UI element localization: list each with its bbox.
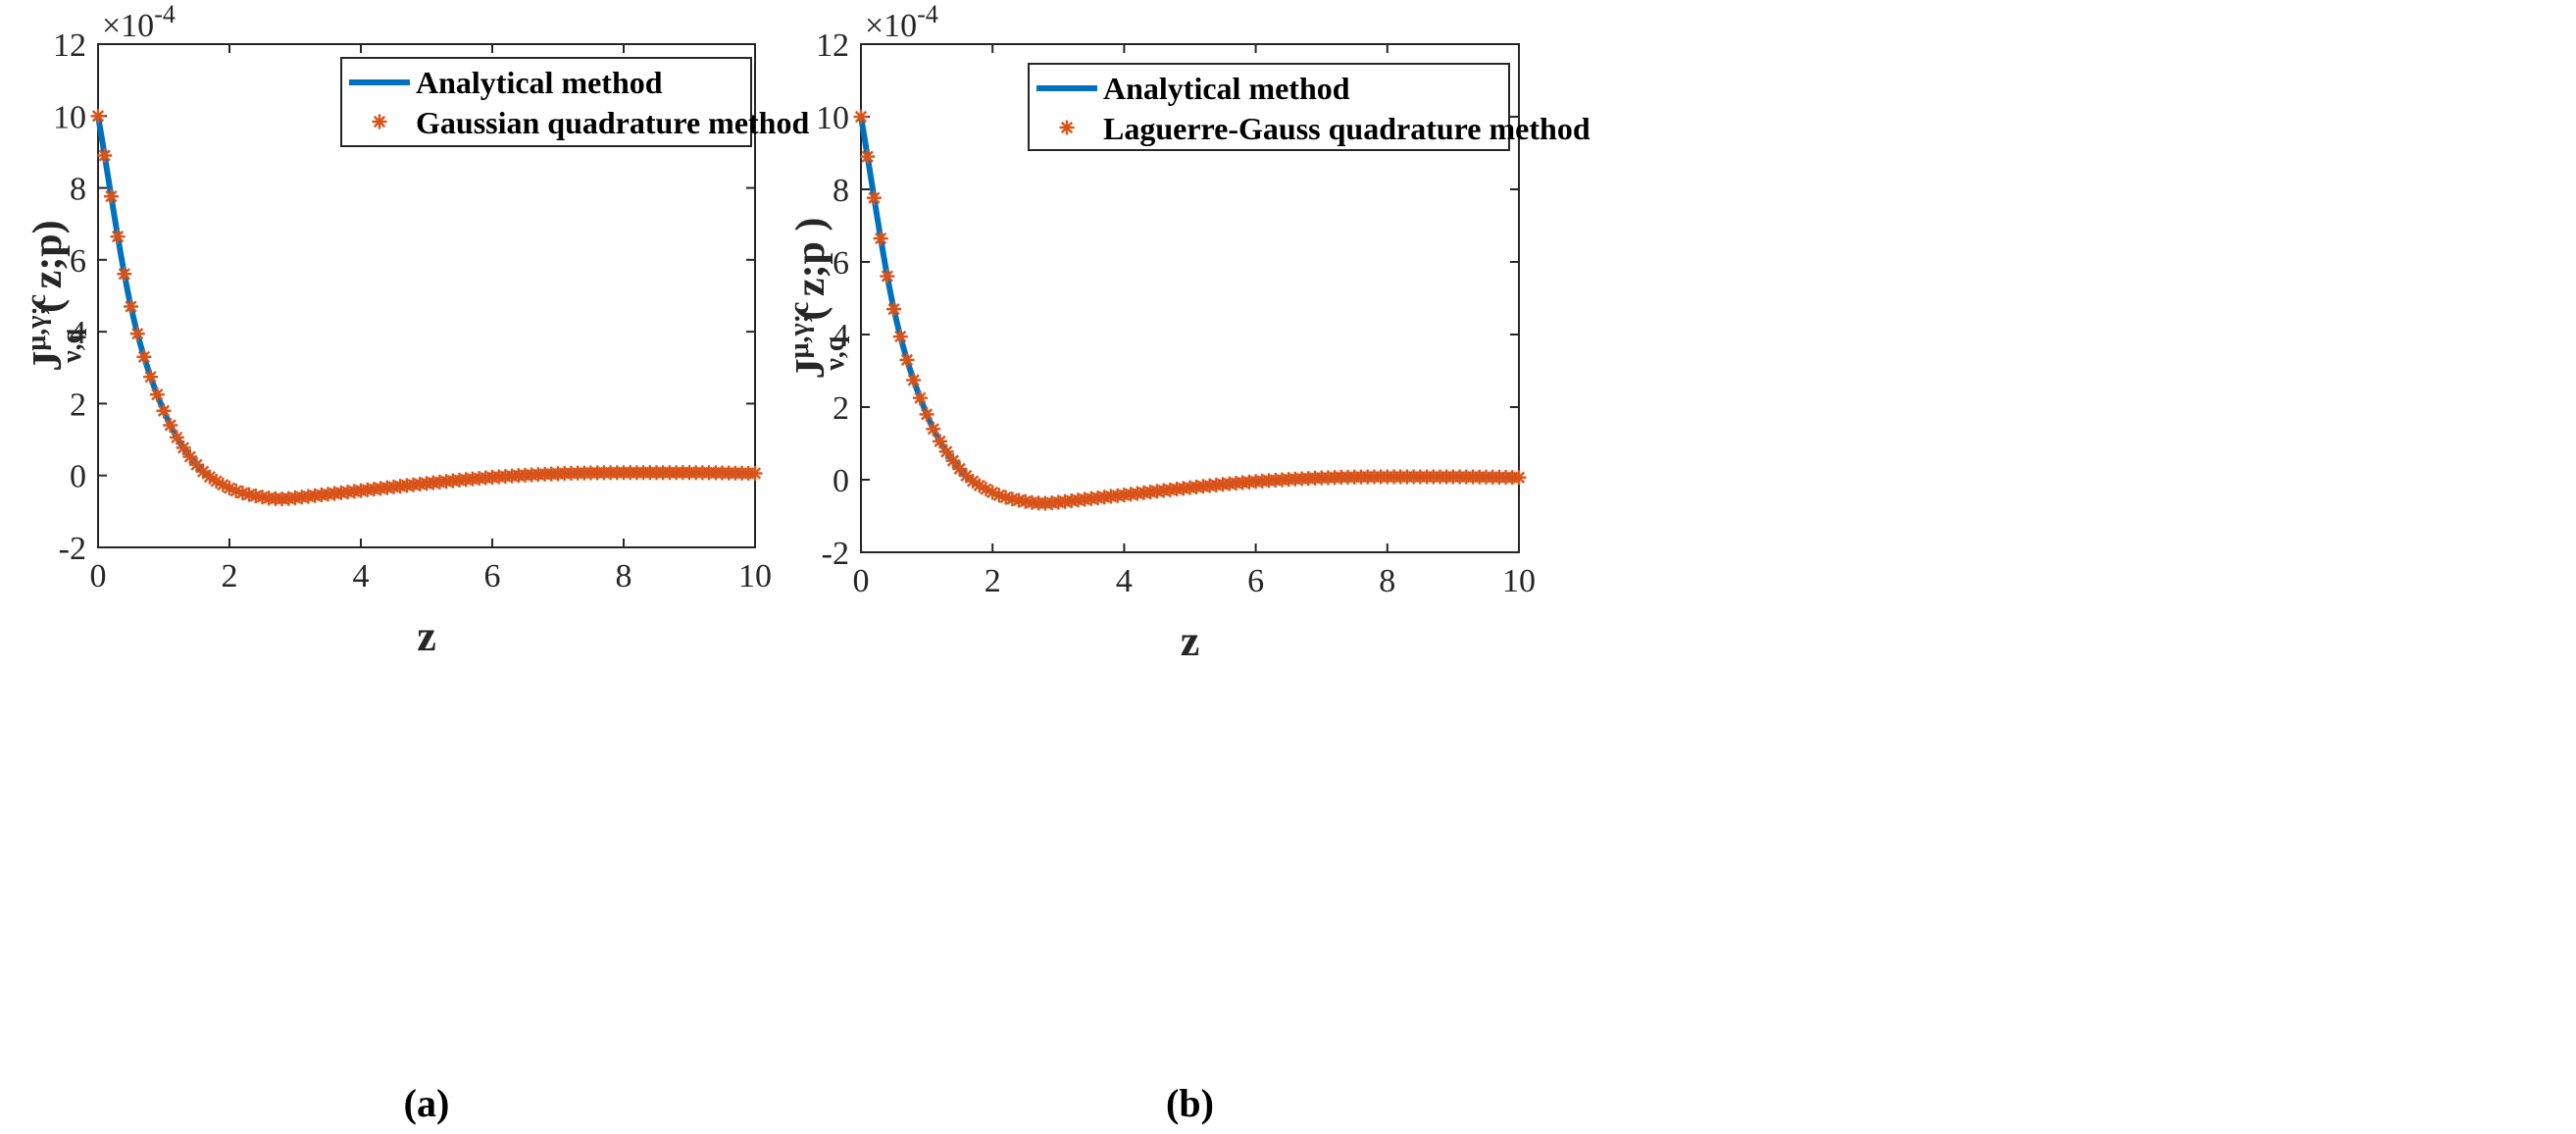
y-label-args: ( z;p ) (788, 218, 833, 321)
x-tick-label: 2 (985, 563, 1001, 599)
quadrature-point (1511, 470, 1527, 486)
legend-asterisk-swatch (1059, 120, 1075, 135)
y-tick-label: 12 (53, 27, 86, 64)
x-tick-label: 6 (484, 558, 501, 594)
x-tick-label: 4 (353, 558, 370, 594)
legend-label-analytical: Analytical method (1103, 71, 1350, 106)
quadrature-point (163, 418, 178, 434)
y-label-sup: μ,γ;c (22, 294, 52, 351)
y-label-main: J (25, 351, 71, 372)
legend-box (340, 57, 752, 147)
axis-multiplier: ×10-4 (102, 0, 176, 44)
x-tick-label: 0 (853, 563, 870, 599)
legend-label-quadrature: Gaussian quadrature method (416, 105, 809, 140)
quadrature-point (110, 229, 126, 244)
x-tick-label: 0 (90, 558, 107, 594)
quadrature-point (117, 266, 132, 282)
y-axis-label: Jμ,γ;c ν,q ( z;p) (22, 220, 87, 371)
y-tick-label: 8 (833, 173, 849, 209)
quadrature-point (90, 108, 106, 124)
y-tick-label: 10 (816, 100, 849, 136)
y-tick-label: 0 (70, 459, 86, 495)
quadrature-point (176, 439, 191, 455)
legend: Analytical method Gaussian quadrature met… (340, 57, 809, 147)
y-tick-label: 4 (70, 315, 86, 351)
y-tick-label: -2 (59, 531, 86, 567)
panel-label: (a) (404, 1081, 450, 1125)
quadrature-point (853, 109, 869, 125)
quadrature-point (919, 406, 934, 422)
y-tick-label: 0 (833, 463, 849, 499)
legend-label-analytical: Analytical method (416, 65, 663, 100)
quadrature-point (866, 190, 882, 206)
x-axis-label: z (417, 612, 436, 660)
y-label-sup: μ,γ;c (784, 302, 815, 359)
quadrature-point (933, 434, 948, 449)
x-tick-label: 2 (222, 558, 238, 594)
x-tick-label: 10 (1502, 563, 1536, 599)
y-tick-label: 6 (70, 243, 86, 280)
y-label-main: J (788, 358, 833, 379)
axis-multiplier: ×10-4 (865, 0, 938, 44)
quadrature-point (972, 478, 987, 493)
panel-label: (b) (1166, 1081, 1214, 1125)
y-label-sub: ν,q (57, 328, 87, 364)
quadrature-point (873, 231, 888, 246)
quadrature-point (886, 301, 902, 317)
quadrature-point (965, 473, 981, 489)
quadrature-markers (90, 108, 763, 507)
quadrature-point (97, 148, 113, 164)
quadrature-markers (853, 109, 1527, 511)
legend-label-quadrature: Laguerre-Gauss quadrature method (1103, 111, 1591, 146)
quadrature-point (202, 469, 218, 485)
quadrature-point (747, 466, 763, 482)
multiplier-exponent: -4 (917, 0, 938, 28)
x-tick-label: 10 (738, 558, 772, 594)
y-label-sub: ν,q (820, 335, 850, 372)
y-tick-label: 12 (816, 27, 849, 64)
quadrature-point (906, 372, 922, 387)
y-tick-label: 4 (833, 318, 849, 354)
y-tick-label: 2 (833, 390, 849, 427)
quadrature-point (124, 298, 138, 314)
quadrature-point (899, 352, 915, 368)
x-tick-label: 6 (1247, 563, 1264, 599)
y-axis-label: Jμ,γ;c ν,q ( z;p ) (784, 218, 850, 380)
quadrature-point (149, 387, 165, 402)
multiplier-base: ×10 (102, 8, 154, 44)
quadrature-point (129, 326, 145, 341)
y-tick-label: 2 (70, 387, 86, 423)
quadrature-point (103, 188, 119, 204)
quadrature-point (136, 349, 152, 365)
y-tick-label: 8 (70, 172, 86, 208)
multiplier-base: ×10 (865, 8, 917, 44)
quadrature-point (156, 403, 172, 419)
quadrature-point (209, 474, 225, 490)
quadrature-point (892, 329, 908, 344)
quadrature-point (143, 369, 159, 385)
multiplier-exponent: -4 (154, 0, 176, 28)
x-tick-label: 4 (1116, 563, 1133, 599)
x-tick-label: 8 (1379, 563, 1395, 599)
x-tick-label: 8 (616, 558, 632, 594)
y-label-args: ( z;p) (25, 220, 71, 312)
quadrature-point (926, 421, 941, 437)
y-tick-label: 10 (53, 99, 86, 135)
x-axis-label: z (1181, 617, 1200, 665)
quadrature-point (912, 390, 928, 406)
legend-box (1028, 63, 1510, 151)
y-tick-label: -2 (822, 536, 849, 572)
quadrature-point (952, 461, 968, 477)
legend: Analytical method Laguerre-Gauss quadratu… (1028, 63, 1591, 151)
quadrature-point (938, 443, 954, 459)
quadrature-point (169, 430, 184, 445)
quadrature-point (860, 149, 876, 165)
quadrature-point (880, 269, 895, 284)
legend-asterisk-swatch (372, 114, 387, 129)
y-tick-label: 6 (833, 245, 849, 282)
